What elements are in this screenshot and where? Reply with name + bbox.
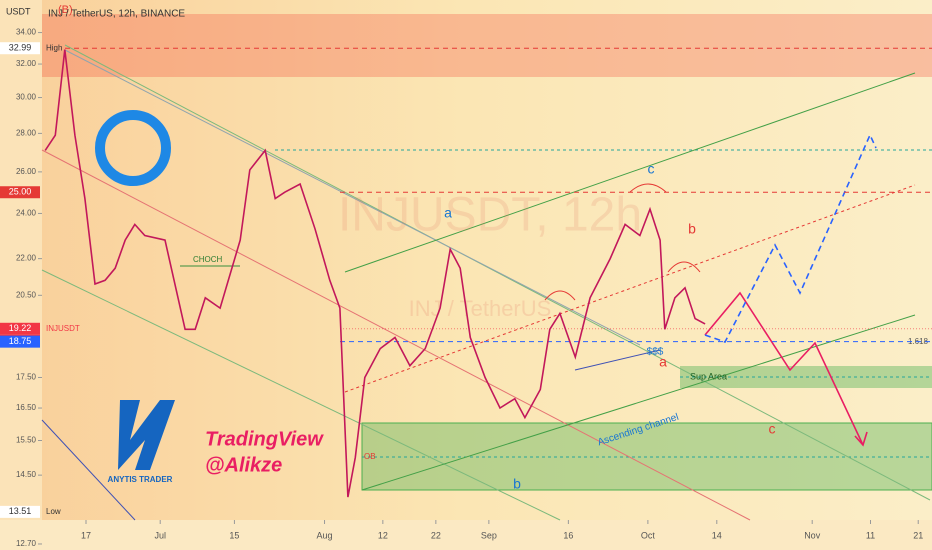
level-name: INJUSDT (46, 324, 80, 333)
annotation: Sup Area (690, 371, 727, 381)
wave-label: a (444, 205, 452, 221)
level-name: High (46, 43, 62, 52)
x-tick-label: Oct (641, 530, 656, 540)
x-tick-label: 16 (563, 530, 573, 540)
watermark: INJUSDT, 12h (338, 189, 642, 242)
sweep-line (574, 349, 661, 371)
level-label: 25.00 (9, 187, 32, 197)
y-tick-label: 22.00 (16, 254, 37, 263)
level-name: Low (46, 507, 61, 516)
wave-label: b (513, 476, 521, 492)
x-tick-label: 12 (378, 530, 388, 540)
x-tick-label: 11 (866, 530, 875, 540)
y-tick-label: 16.50 (16, 403, 37, 412)
x-tick-label: Jul (154, 530, 166, 540)
y-tick-label: 32.00 (16, 59, 37, 68)
level-label: 19.22 (9, 323, 32, 333)
logo-mark (95, 110, 171, 186)
top-arc (629, 183, 667, 193)
y-tick-label: 14.50 (16, 470, 37, 479)
top-arc (667, 261, 701, 273)
top-arc (544, 290, 576, 301)
y-tick-label: 12.70 (16, 539, 37, 548)
y-tick-label: 24.00 (16, 209, 37, 218)
price-line (44, 49, 706, 498)
wave-label: b (688, 221, 696, 237)
x-tick-label: 21 (913, 530, 923, 540)
price-axis (0, 0, 42, 520)
trend-line (64, 49, 641, 346)
channel-line (41, 149, 751, 521)
channel-line (361, 314, 916, 491)
signature: TradingView (205, 428, 324, 450)
wave-label: a (659, 354, 667, 370)
level-box (0, 322, 40, 335)
y-unit: USDT (6, 6, 31, 16)
logo-text: ANYTIS TRADER (108, 475, 173, 484)
level-box (0, 186, 40, 199)
projection-path (704, 291, 864, 446)
channel-line (41, 419, 136, 521)
signature: @Alikze (205, 454, 282, 476)
level-label: 32.99 (9, 43, 32, 53)
level-box (0, 42, 40, 55)
annotation: $$$ (647, 347, 664, 358)
arrow-head (854, 431, 868, 447)
annotation: OB (364, 452, 376, 461)
channel-line (344, 72, 916, 273)
chart-title: INJ / TetherUS, 12h, BINANCE (48, 9, 185, 20)
wave-label: c (769, 421, 776, 437)
y-tick-label: 28.00 (16, 129, 37, 138)
level-label: 18.75 (9, 336, 32, 346)
y-tick-label: 30.00 (16, 93, 37, 102)
channel-line (64, 44, 931, 501)
x-tick-label: Sep (481, 530, 497, 540)
resistance-zone (42, 14, 932, 77)
x-tick-label: 15 (229, 530, 239, 540)
annotation: CHOCH (193, 255, 223, 264)
channel-line (41, 269, 561, 521)
header-box (0, 0, 42, 24)
x-tick-label: 17 (81, 530, 91, 540)
brand-logo (118, 400, 175, 470)
watermark: INJ / TetherUS (409, 296, 552, 321)
y-tick-label: 26.00 (16, 167, 37, 176)
x-tick-label: 14 (712, 530, 722, 540)
level-label: 13.51 (9, 506, 32, 516)
x-tick-label: 22 (431, 530, 441, 540)
annotation: (B) (58, 4, 73, 16)
y-tick-label: 15.50 (16, 436, 37, 445)
level-box (0, 505, 40, 518)
level-box (0, 335, 40, 348)
y-tick-label: 20.50 (16, 290, 37, 299)
y-tick-label: 17.50 (16, 373, 37, 382)
x-tick-label: Nov (804, 530, 821, 540)
x-tick-label: Aug (317, 530, 333, 540)
channel-mid-line (344, 184, 916, 393)
wave-label: c (648, 161, 655, 177)
y-tick-label: 34.00 (16, 28, 37, 37)
time-axis (0, 520, 932, 550)
